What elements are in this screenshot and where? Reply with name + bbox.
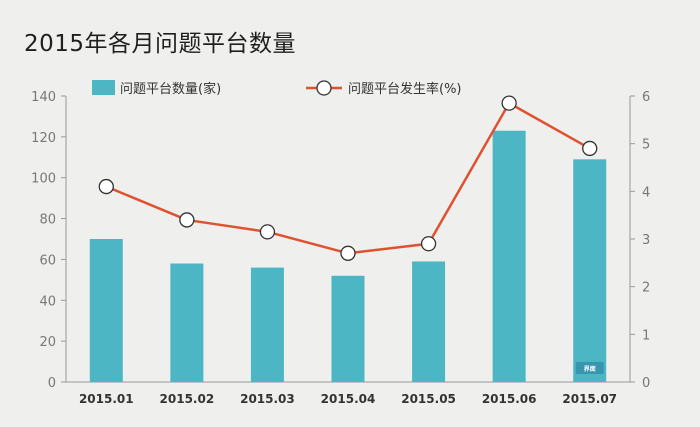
line-point <box>179 212 195 228</box>
left-tick-label: 0 <box>48 376 56 391</box>
legend-bar-swatch <box>92 80 115 95</box>
bar-series <box>89 130 607 382</box>
bar <box>412 261 446 382</box>
legend-bar-label: 问题平台数量(家) <box>120 81 221 97</box>
line-point <box>340 245 356 261</box>
watermark-label: 界面 <box>584 365 596 373</box>
right-tick-label: 6 <box>642 90 650 105</box>
chart-title: 2015年各月问题平台数量 <box>24 31 297 57</box>
bar <box>250 267 284 382</box>
legend-line-label: 问题平台发生率(%) <box>348 81 462 97</box>
right-tick-label: 3 <box>642 233 650 248</box>
bar <box>331 275 365 382</box>
legend: 问题平台数量(家) 问题平台发生率(%) <box>92 80 462 97</box>
line-point <box>582 140 598 157</box>
bar <box>573 159 607 382</box>
left-tick-label: 120 <box>31 131 56 146</box>
line-point <box>420 236 437 252</box>
x-tick-label: 2015.02 <box>160 392 215 406</box>
line-point <box>501 95 517 111</box>
legend-line-marker <box>316 80 332 96</box>
bar <box>89 239 123 382</box>
bar <box>170 263 204 382</box>
left-tick-label: 60 <box>39 253 56 268</box>
line-series <box>98 95 598 261</box>
left-tick-label: 40 <box>39 294 56 309</box>
x-tick-label: 2015.07 <box>562 392 617 406</box>
x-tick-label: 2015.05 <box>401 392 456 406</box>
bar <box>492 130 526 382</box>
watermark-logo: 界面 <box>575 362 604 374</box>
line-point <box>98 178 114 195</box>
watermark-bg <box>575 362 604 374</box>
x-axis-labels: 2015.01 2015.02 2015.03 2015.04 2015.05 2015.… <box>79 392 617 406</box>
left-tick-label: 140 <box>31 90 56 105</box>
right-tick-label: 1 <box>642 328 650 343</box>
x-tick-label: 2015.01 <box>79 392 134 406</box>
x-tick-label: 2015.03 <box>240 392 295 406</box>
left-tick-label: 80 <box>39 213 56 228</box>
left-tick-label: 20 <box>39 335 56 350</box>
right-tick-label: 4 <box>642 185 650 200</box>
left-tick-label: 100 <box>31 172 56 187</box>
x-tick-label: 2015.06 <box>482 392 537 406</box>
right-tick-label: 0 <box>642 376 650 391</box>
right-tick-label: 2 <box>642 281 650 296</box>
x-tick-label: 2015.04 <box>321 392 376 406</box>
line-point <box>259 224 276 240</box>
right-tick-label: 5 <box>642 138 650 153</box>
